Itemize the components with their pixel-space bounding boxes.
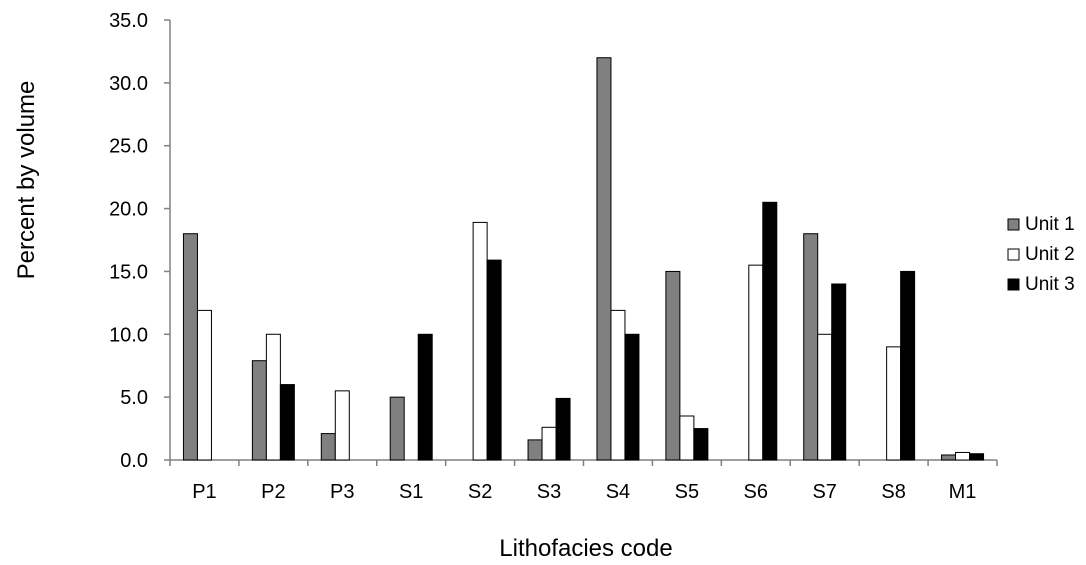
bar-unit-3-s1: [417, 333, 433, 461]
bar-unit-3-s8: [900, 270, 916, 461]
x-tick-label: S4: [606, 481, 630, 503]
x-tick-label: S5: [675, 481, 699, 503]
bars: [182, 57, 985, 461]
x-axis-title: Lithofacies code: [499, 535, 672, 562]
bar-unit-1-p1: [182, 233, 198, 461]
y-tick-label: 5.0: [120, 387, 148, 409]
bar-unit-2-m1: [955, 451, 971, 461]
x-tick-label: S6: [744, 481, 768, 503]
bar-unit-2-s4: [610, 309, 626, 461]
bar-unit-1-s1: [389, 396, 405, 461]
y-tick-label: 30.0: [109, 73, 148, 95]
bar-unit-2-p2: [265, 333, 281, 461]
x-axis: P1 P2 P3 S1 S2 S3 S4 S5 S6 S7 S8 M1: [169, 459, 998, 503]
y-axis-title: Percent by volume: [13, 81, 40, 280]
bar-unit-3-s4: [624, 333, 640, 461]
bar-unit-2-s5: [679, 415, 695, 461]
y-tick-label: 0.0: [120, 450, 148, 472]
legend-label: Unit 2: [1025, 244, 1075, 265]
y-axis: 0.0 5.0 10.0 15.0 20.0 25.0 30.0 35.0: [109, 10, 171, 472]
legend: Unit 1 Unit 2 Unit 3: [1007, 214, 1075, 295]
y-tick-label: 20.0: [109, 199, 148, 221]
bar-unit-3-s3: [555, 397, 571, 461]
bar-unit-2-p3: [334, 390, 350, 461]
x-tick-label: S7: [812, 481, 836, 503]
legend-label: Unit 3: [1025, 274, 1075, 295]
bar-unit-1-s3: [527, 439, 543, 461]
x-tick-label: S3: [537, 481, 561, 503]
bar-unit-1-s7: [803, 233, 819, 461]
legend-swatch: [1007, 248, 1020, 261]
x-tick-label: P2: [261, 481, 285, 503]
x-tick-label: S8: [881, 481, 905, 503]
bar-unit-1-p2: [251, 360, 267, 461]
bar-unit-3-s5: [693, 428, 709, 461]
bar-unit-1-p3: [320, 433, 336, 461]
legend-label: Unit 1: [1025, 214, 1075, 235]
bar-unit-3-p2: [279, 384, 295, 461]
bar-unit-2-s6: [748, 264, 764, 461]
y-tick-label: 35.0: [109, 10, 148, 32]
bar-unit-3-s6: [762, 201, 778, 461]
bar-unit-3-s7: [831, 283, 847, 461]
legend-swatch: [1007, 218, 1020, 231]
x-tick-label: M1: [949, 481, 977, 503]
bar-unit-1-m1: [941, 454, 957, 461]
y-tick-label: 15.0: [109, 261, 148, 283]
bar-unit-1-s5: [665, 270, 681, 461]
y-tick-label: 10.0: [109, 324, 148, 346]
legend-swatch: [1007, 278, 1020, 291]
bar-unit-2-s3: [541, 426, 557, 461]
bar-unit-3-s2: [486, 259, 502, 461]
bar-unit-2-s7: [817, 333, 833, 461]
bar-unit-1-s4: [596, 57, 612, 461]
bar-unit-2-s2: [472, 221, 488, 461]
x-tick-label: P3: [330, 481, 354, 503]
bar-unit-3-m1: [969, 453, 985, 461]
x-tick-label: S1: [399, 481, 423, 503]
y-tick-label: 25.0: [109, 136, 148, 158]
x-tick-label: S2: [468, 481, 492, 503]
bar-unit-2-s8: [886, 346, 902, 461]
x-tick-label: P1: [192, 481, 216, 503]
bar-unit-2-p1: [196, 309, 212, 461]
